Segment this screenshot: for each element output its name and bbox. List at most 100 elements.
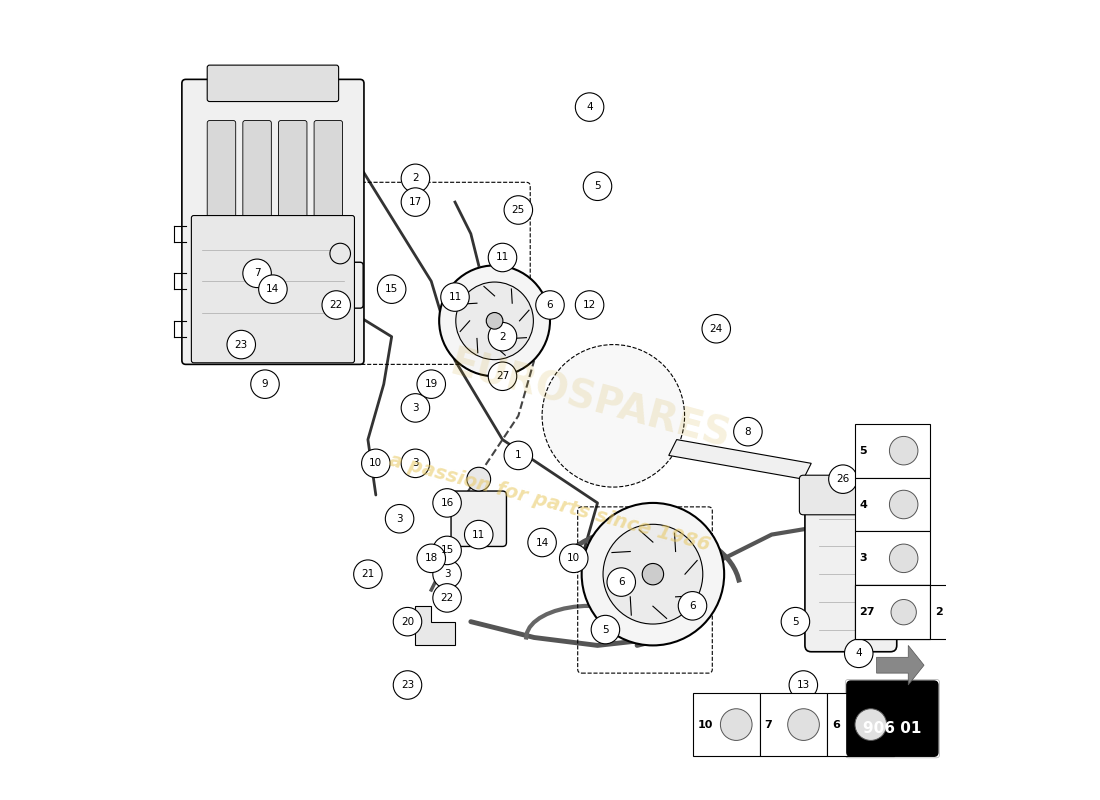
Text: 27: 27 xyxy=(496,371,509,382)
Text: 3: 3 xyxy=(396,514,403,524)
Circle shape xyxy=(781,607,810,636)
Circle shape xyxy=(441,283,470,311)
Text: 13: 13 xyxy=(796,680,810,690)
Circle shape xyxy=(788,709,820,741)
FancyBboxPatch shape xyxy=(182,79,364,364)
Bar xyxy=(855,478,930,531)
Circle shape xyxy=(439,266,550,376)
Circle shape xyxy=(582,503,724,646)
Circle shape xyxy=(734,418,762,446)
Circle shape xyxy=(432,536,461,565)
Circle shape xyxy=(560,544,588,573)
FancyBboxPatch shape xyxy=(805,497,896,652)
Circle shape xyxy=(528,528,557,557)
Circle shape xyxy=(603,524,703,624)
Circle shape xyxy=(455,282,534,360)
Text: 3: 3 xyxy=(859,554,867,563)
Circle shape xyxy=(583,172,612,201)
Text: 5: 5 xyxy=(859,446,867,456)
Text: 7: 7 xyxy=(764,719,772,730)
Text: 3: 3 xyxy=(412,458,419,468)
Text: a passion for parts since 1986: a passion for parts since 1986 xyxy=(387,451,713,555)
Circle shape xyxy=(575,93,604,122)
Text: 11: 11 xyxy=(449,292,462,302)
Circle shape xyxy=(789,670,817,699)
Text: 906 01: 906 01 xyxy=(864,722,922,736)
Text: 6: 6 xyxy=(547,300,553,310)
Circle shape xyxy=(702,314,730,343)
Circle shape xyxy=(227,330,255,359)
Circle shape xyxy=(488,243,517,272)
Circle shape xyxy=(828,465,857,494)
Circle shape xyxy=(466,467,491,491)
Bar xyxy=(693,693,760,756)
Text: 5: 5 xyxy=(792,617,799,626)
Text: 24: 24 xyxy=(710,324,723,334)
Text: 10: 10 xyxy=(697,719,713,730)
FancyBboxPatch shape xyxy=(317,262,363,308)
Circle shape xyxy=(890,490,917,518)
FancyBboxPatch shape xyxy=(191,215,354,362)
Text: 10: 10 xyxy=(568,554,581,563)
Text: 1: 1 xyxy=(515,450,521,461)
Text: 11: 11 xyxy=(472,530,485,539)
Text: 6: 6 xyxy=(618,577,625,587)
Circle shape xyxy=(354,560,382,589)
Text: 17: 17 xyxy=(409,197,422,207)
Circle shape xyxy=(488,362,517,390)
Text: 15: 15 xyxy=(385,284,398,294)
Circle shape xyxy=(330,243,351,264)
Text: 19: 19 xyxy=(425,379,438,389)
Circle shape xyxy=(394,607,421,636)
Text: 14: 14 xyxy=(266,284,279,294)
Circle shape xyxy=(575,290,604,319)
Text: 3: 3 xyxy=(443,569,450,579)
Text: 3: 3 xyxy=(412,403,419,413)
FancyBboxPatch shape xyxy=(451,491,506,546)
Polygon shape xyxy=(210,289,250,329)
Circle shape xyxy=(720,709,752,741)
Circle shape xyxy=(966,599,991,625)
Bar xyxy=(855,531,930,586)
FancyBboxPatch shape xyxy=(207,65,339,102)
Text: 22: 22 xyxy=(440,593,453,603)
Text: 14: 14 xyxy=(536,538,549,547)
Circle shape xyxy=(417,544,446,573)
Text: 15: 15 xyxy=(440,546,453,555)
Text: EUROSPARES: EUROSPARES xyxy=(446,344,734,456)
Text: 2: 2 xyxy=(499,332,506,342)
Bar xyxy=(855,586,930,639)
Circle shape xyxy=(845,639,873,667)
Circle shape xyxy=(258,275,287,303)
Polygon shape xyxy=(416,606,455,646)
Text: 21: 21 xyxy=(361,569,374,579)
Polygon shape xyxy=(877,646,924,685)
Text: 4: 4 xyxy=(856,648,862,658)
Circle shape xyxy=(486,313,503,329)
Circle shape xyxy=(402,449,430,478)
Bar xyxy=(827,693,894,756)
Text: 6: 6 xyxy=(690,601,696,611)
Text: 10: 10 xyxy=(370,458,383,468)
Circle shape xyxy=(855,709,887,741)
FancyBboxPatch shape xyxy=(278,121,307,220)
Circle shape xyxy=(607,568,636,596)
Bar xyxy=(855,586,930,639)
Text: 11: 11 xyxy=(496,253,509,262)
Text: 27: 27 xyxy=(859,607,874,617)
FancyBboxPatch shape xyxy=(315,121,342,220)
Text: 25: 25 xyxy=(512,205,525,215)
Text: 8: 8 xyxy=(745,426,751,437)
Circle shape xyxy=(432,489,461,517)
Circle shape xyxy=(432,560,461,589)
Bar xyxy=(855,424,930,478)
FancyBboxPatch shape xyxy=(243,121,272,220)
Circle shape xyxy=(679,591,707,620)
Circle shape xyxy=(243,259,272,287)
Text: 16: 16 xyxy=(440,498,453,508)
Circle shape xyxy=(377,275,406,303)
Circle shape xyxy=(251,370,279,398)
Text: 4: 4 xyxy=(859,499,868,510)
Circle shape xyxy=(464,520,493,549)
FancyBboxPatch shape xyxy=(207,121,235,220)
